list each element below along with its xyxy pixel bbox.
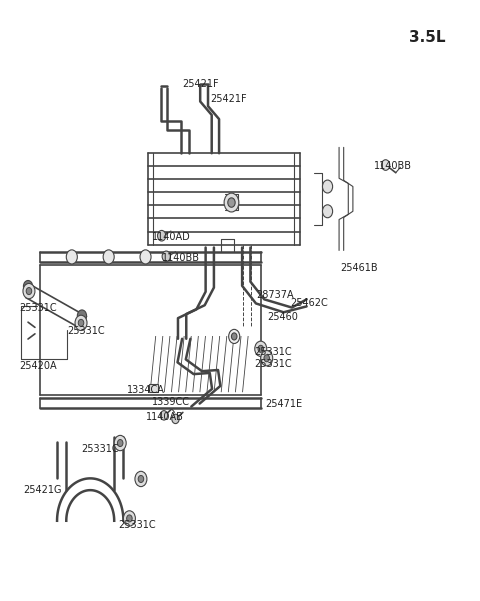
Circle shape (23, 284, 35, 299)
Circle shape (261, 350, 273, 366)
Circle shape (160, 410, 168, 420)
Circle shape (77, 310, 86, 322)
Circle shape (224, 193, 239, 212)
Circle shape (231, 333, 237, 340)
Text: 28737A: 28737A (256, 290, 294, 300)
Text: 1334CA: 1334CA (127, 385, 165, 395)
Text: 25421F: 25421F (182, 79, 219, 89)
Text: 25421F: 25421F (210, 94, 247, 104)
Circle shape (140, 250, 151, 264)
Circle shape (78, 319, 84, 326)
Circle shape (114, 435, 126, 451)
Circle shape (127, 515, 132, 522)
Text: 25462C: 25462C (291, 299, 328, 308)
Text: 25331C: 25331C (81, 444, 119, 454)
Circle shape (382, 160, 390, 170)
Circle shape (26, 287, 32, 294)
Circle shape (323, 180, 333, 193)
Text: 25420A: 25420A (19, 361, 57, 371)
Text: 25460: 25460 (268, 312, 299, 322)
Bar (149, 383, 157, 392)
Circle shape (258, 345, 264, 352)
Circle shape (138, 475, 144, 483)
Text: 25461B: 25461B (340, 263, 378, 272)
Text: 1140AB: 1140AB (145, 412, 183, 422)
Text: 25331C: 25331C (254, 359, 291, 368)
Circle shape (24, 281, 33, 292)
Circle shape (228, 329, 240, 344)
Text: 1339CC: 1339CC (153, 397, 191, 407)
Circle shape (123, 511, 135, 526)
Circle shape (118, 439, 123, 447)
Circle shape (323, 205, 333, 218)
Text: 25331C: 25331C (19, 302, 57, 313)
Text: 25421G: 25421G (24, 485, 62, 495)
Circle shape (264, 355, 269, 362)
Circle shape (228, 198, 235, 207)
Circle shape (162, 251, 170, 261)
Circle shape (172, 414, 179, 424)
Text: 25331C: 25331C (67, 326, 105, 335)
Circle shape (135, 471, 147, 487)
Circle shape (255, 341, 267, 356)
Circle shape (75, 315, 87, 331)
Circle shape (103, 250, 114, 264)
Text: 1140BB: 1140BB (373, 161, 412, 171)
Text: 1140BB: 1140BB (162, 252, 200, 263)
Circle shape (157, 230, 166, 241)
Text: 25331C: 25331C (118, 520, 156, 531)
Text: 25331C: 25331C (254, 347, 291, 358)
Text: 25471E: 25471E (265, 398, 302, 409)
Text: 1140AD: 1140AD (153, 233, 191, 242)
Text: 3.5L: 3.5L (408, 29, 445, 44)
Circle shape (66, 250, 77, 264)
